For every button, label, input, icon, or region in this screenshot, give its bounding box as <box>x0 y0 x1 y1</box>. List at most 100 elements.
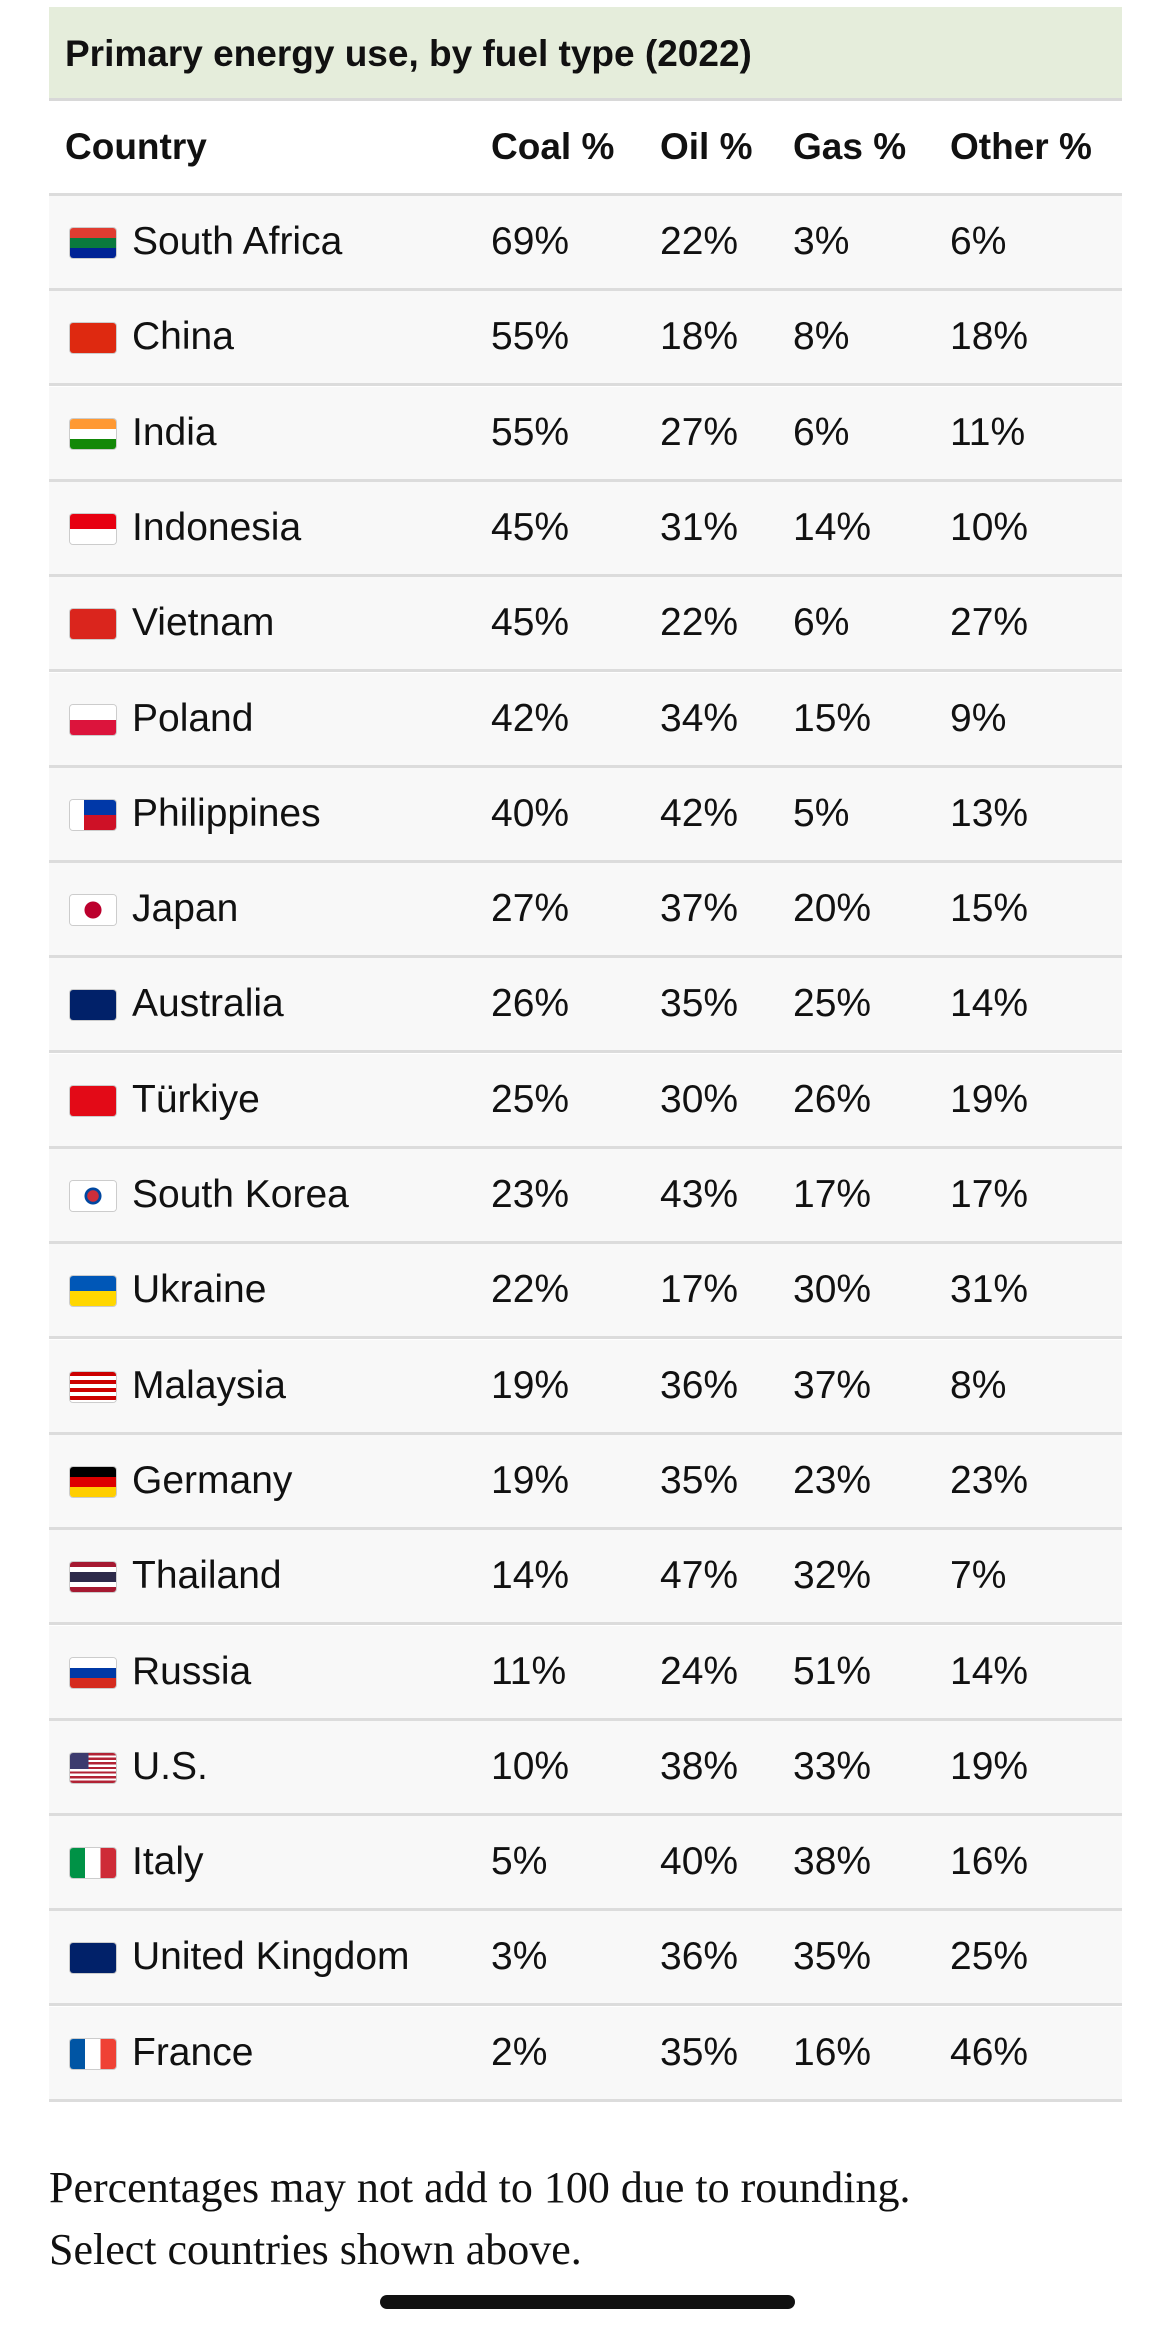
value-cell: 17% <box>950 1173 1029 1216</box>
value-cell: 32% <box>793 1554 872 1598</box>
country-cell: Italy <box>132 1840 204 1884</box>
value-cell: 15% <box>950 887 1029 931</box>
value-cell: 31% <box>950 1268 1029 1312</box>
value-cell: 10% <box>950 505 1029 549</box>
value-cell: 47% <box>660 1554 739 1598</box>
value-cell: 37% <box>793 1363 872 1407</box>
flag-icon <box>70 1657 116 1688</box>
value-cell: 42% <box>660 791 739 835</box>
value-cell: 37% <box>660 887 739 931</box>
value-cell: 17% <box>660 1268 739 1312</box>
value-cell: 13% <box>950 791 1029 835</box>
flag-icon <box>70 609 116 640</box>
value-cell: 35% <box>660 2030 739 2074</box>
flag-icon <box>70 1085 116 1116</box>
table-row: Thailand 14% 47% 32% 7% <box>49 1530 1122 1626</box>
country-cell: Malaysia <box>132 1363 286 1407</box>
country-cell: Poland <box>132 696 254 740</box>
value-cell: 36% <box>660 1363 739 1407</box>
table-row: Japan 27% 37% 20% 15% <box>49 863 1122 959</box>
value-cell: 35% <box>660 1458 739 1502</box>
value-cell: 55% <box>491 410 570 454</box>
country-cell: Ukraine <box>132 1268 267 1312</box>
flag-icon <box>70 895 116 926</box>
value-cell: 45% <box>491 505 570 549</box>
value-cell: 2% <box>491 2030 548 2074</box>
value-cell: 10% <box>491 1744 570 1788</box>
value-cell: 7% <box>950 1554 1007 1598</box>
value-cell: 22% <box>660 601 739 645</box>
flag-icon <box>70 799 116 830</box>
value-cell: 26% <box>491 982 570 1026</box>
table-row: U.S. 10% 38% 33% 19% <box>49 1720 1122 1816</box>
value-cell: 34% <box>660 696 739 740</box>
table-row: Russia 11% 24% 51% 14% <box>49 1625 1122 1721</box>
table-row: South Korea 23% 43% 17% 17% <box>49 1149 1122 1244</box>
value-cell: 6% <box>950 220 1007 263</box>
flag-icon <box>70 1752 116 1783</box>
value-cell: 35% <box>660 982 739 1026</box>
table-row: Australia 26% 35% 25% 14% <box>49 958 1122 1054</box>
value-cell: 27% <box>491 887 570 931</box>
value-cell: 27% <box>660 410 739 454</box>
value-cell: 16% <box>950 1840 1029 1884</box>
footnote: Percentages may not add to 100 due to ro… <box>49 2163 911 2212</box>
flag-icon <box>70 1276 116 1307</box>
value-cell: 25% <box>950 1935 1029 1979</box>
value-cell: 23% <box>793 1458 872 1502</box>
column-header: Coal % <box>491 126 615 167</box>
value-cell: 19% <box>950 1077 1029 1121</box>
value-cell: 11% <box>491 1649 567 1693</box>
value-cell: 23% <box>491 1173 570 1216</box>
flag-icon <box>70 1848 116 1879</box>
flag-icon <box>70 1466 116 1497</box>
table-row: United Kingdom 3% 36% 35% 25% <box>49 1911 1122 2007</box>
home-indicator <box>380 2295 795 2309</box>
table-row: France 2% 35% 16% 46% <box>49 2006 1122 2102</box>
flag-icon <box>70 228 116 258</box>
value-cell: 38% <box>793 1840 872 1884</box>
flag-icon <box>70 990 116 1021</box>
value-cell: 27% <box>950 601 1029 645</box>
value-cell: 25% <box>491 1077 570 1121</box>
value-cell: 26% <box>793 1077 872 1121</box>
value-cell: 25% <box>793 982 872 1026</box>
country-cell: Indonesia <box>132 505 302 549</box>
value-cell: 17% <box>793 1173 872 1216</box>
table-row: Italy 5% 40% 38% 16% <box>49 1816 1122 1912</box>
table-row: Türkiye 25% 30% 26% 19% <box>49 1053 1122 1149</box>
header-row: Country Coal % Oil % Gas % Other % <box>49 101 1122 196</box>
value-cell: 23% <box>950 1458 1029 1502</box>
value-cell: 8% <box>793 315 850 359</box>
value-cell: 19% <box>950 1744 1029 1788</box>
country-cell: Germany <box>132 1458 293 1502</box>
table-row: Malaysia 19% 36% 37% 8% <box>49 1339 1122 1435</box>
flag-icon <box>70 513 116 544</box>
value-cell: 43% <box>660 1173 739 1216</box>
value-cell: 55% <box>491 315 570 359</box>
country-cell: South Korea <box>132 1173 349 1216</box>
country-cell: India <box>132 410 217 454</box>
value-cell: 14% <box>491 1554 570 1598</box>
country-cell: Russia <box>132 1649 252 1693</box>
table-row: Indonesia 45% 31% 14% 10% <box>49 481 1122 577</box>
flag-icon <box>70 2038 116 2069</box>
flag-icon <box>70 1943 116 1974</box>
value-cell: 35% <box>793 1935 872 1979</box>
table-row: Germany 19% 35% 23% 23% <box>49 1434 1122 1530</box>
table-row: China 55% 18% 8% 18% <box>49 291 1122 387</box>
value-cell: 19% <box>491 1363 570 1407</box>
table-title: Primary energy use, by fuel type (2022) <box>49 7 1122 101</box>
table-row: Philippines 40% 42% 5% 13% <box>49 767 1122 863</box>
value-cell: 45% <box>491 601 570 645</box>
value-cell: 18% <box>660 315 739 359</box>
country-cell: Thailand <box>132 1554 282 1598</box>
country-cell: Philippines <box>132 791 321 835</box>
value-cell: 9% <box>950 696 1007 740</box>
value-cell: 6% <box>793 601 850 645</box>
value-cell: 8% <box>950 1363 1007 1407</box>
value-cell: 19% <box>491 1458 570 1502</box>
value-cell: 14% <box>793 505 872 549</box>
value-cell: 30% <box>660 1077 739 1121</box>
table-row: South Africa 69% 22% 3% 6% <box>49 196 1122 291</box>
